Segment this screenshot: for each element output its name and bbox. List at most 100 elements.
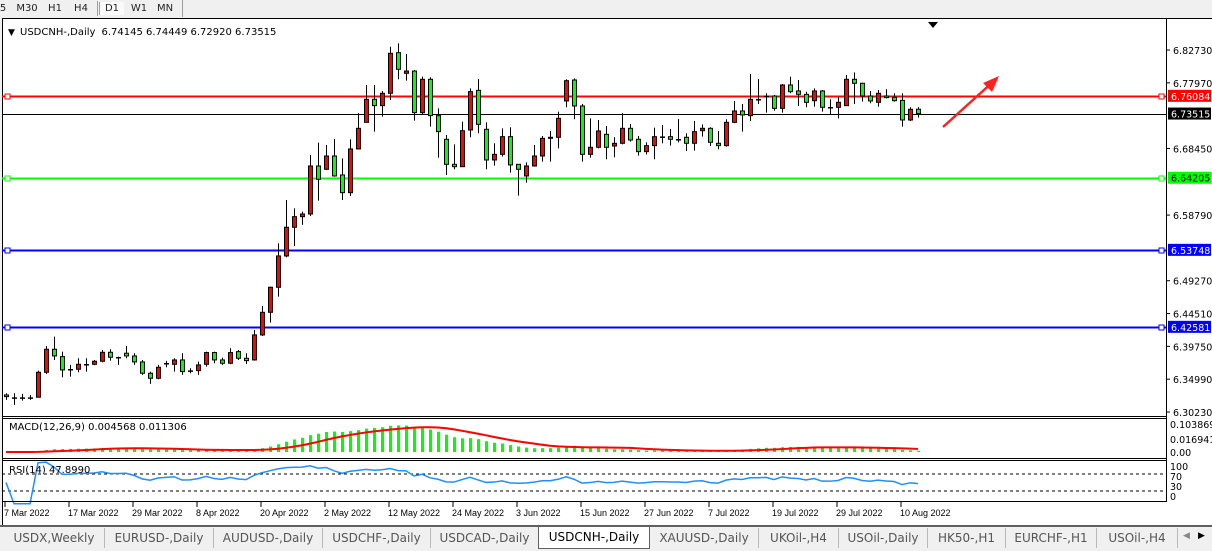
date-label: 2 May 2022	[324, 508, 371, 518]
price-level-label: 6.76084	[1171, 92, 1210, 103]
date-label: 12 May 2022	[388, 508, 440, 518]
timeframe-h1-button[interactable]: H1	[48, 3, 62, 14]
line-anchor-handle[interactable]	[1158, 93, 1165, 100]
candle-body	[564, 80, 569, 102]
candle-body	[716, 142, 721, 147]
macd-histogram-bar	[597, 448, 600, 452]
line-anchor-handle[interactable]	[4, 247, 11, 254]
candle	[828, 99, 833, 115]
candle-body	[492, 153, 497, 161]
tab-usdchf-daily[interactable]: USDCHF-,Daily	[323, 528, 431, 548]
collapse-triangle-icon[interactable]: ▼	[8, 28, 15, 38]
candle-body	[244, 357, 249, 362]
chart-window[interactable]: ▼ USDCNH-,Daily 6.74145 6.74449 6.72920 …	[0, 0, 1212, 526]
rsi-level-100: 100	[1170, 462, 1188, 473]
line-anchor-handle[interactable]	[1158, 175, 1165, 182]
date-label: 7 Mar 2022	[4, 508, 50, 518]
candle-body	[388, 52, 393, 94]
tabs-scroll-right-icon[interactable]: ▶	[1198, 531, 1205, 541]
timeframe-m5-button[interactable]: 5	[0, 3, 7, 14]
macd-histogram-bar	[829, 447, 832, 452]
tab-eurusd-daily[interactable]: EURUSD-,Daily	[105, 528, 214, 548]
macd-histogram-bar	[133, 448, 136, 452]
candle	[492, 143, 497, 166]
macd-histogram-bar	[677, 450, 680, 452]
line-anchor-handle[interactable]	[4, 324, 11, 331]
candle	[268, 286, 273, 323]
candle-body	[868, 95, 873, 102]
candle	[308, 155, 313, 216]
price-tick-label: 6.30230	[1173, 408, 1212, 419]
candle-body	[284, 226, 289, 257]
macd-histogram-bar	[605, 448, 608, 452]
candle-body	[916, 108, 921, 115]
candle	[52, 336, 57, 360]
candle-body	[732, 110, 737, 123]
candle	[572, 78, 577, 120]
macd-histogram-bar	[149, 449, 152, 452]
macd-histogram-bar	[173, 449, 176, 452]
line-anchor-handle[interactable]	[1158, 324, 1165, 331]
candle	[484, 122, 489, 170]
candle	[180, 353, 185, 375]
tab-eurchf-h1[interactable]: EURCHF-,H1	[1006, 528, 1097, 548]
macd-histogram-bar	[125, 447, 128, 452]
tab-audusd-daily[interactable]: AUDUSD-,Daily	[214, 528, 323, 548]
candle	[564, 79, 569, 108]
candle	[556, 111, 561, 149]
candle-body	[804, 93, 809, 103]
candle-body	[460, 130, 465, 168]
chart-shift-marker-icon[interactable]	[928, 22, 938, 28]
timeframe-w1-button[interactable]: W1	[130, 3, 148, 14]
candle	[388, 46, 393, 100]
macd-histogram-bar	[613, 449, 616, 452]
macd-histogram-bar	[333, 431, 336, 452]
candle-body	[484, 128, 489, 161]
candle	[732, 100, 737, 124]
candle	[908, 107, 913, 121]
timeframe-d1-button[interactable]: D1	[99, 2, 124, 15]
tab-hk50-h1[interactable]: HK50-,H1	[928, 528, 1006, 548]
candle-body	[604, 133, 609, 148]
candle-body	[812, 90, 817, 102]
date-label: 15 Jun 2022	[580, 508, 630, 518]
line-anchor-handle[interactable]	[1158, 247, 1165, 254]
trend-arrow-icon[interactable]	[942, 76, 999, 128]
tab-usdcnh-daily[interactable]: USDCNH-,Daily	[538, 527, 650, 549]
tab-usdx-weekly[interactable]: USDX,Weekly	[4, 528, 105, 548]
tab-ukoil-h4[interactable]: UKOil-,H4	[759, 528, 839, 548]
tab-usoil-h4[interactable]: USOil-,H4	[1097, 528, 1178, 548]
timeframe-mn-button[interactable]: MN	[156, 3, 174, 14]
candle	[220, 357, 225, 365]
candle	[756, 78, 761, 104]
timeframe-toolbar: 5 M30 H1 H4 D1 W1 MN	[0, 0, 183, 17]
candle	[172, 358, 177, 372]
candle-body	[700, 127, 705, 132]
price-axis[interactable]: 6.82730 6.77970 6.68450 6.58790 6.49270 6.445…	[1166, 46, 1212, 419]
line-anchor-handle[interactable]	[4, 175, 11, 182]
candle	[140, 359, 145, 375]
timeframe-m30-button[interactable]: M30	[16, 3, 38, 14]
candle	[636, 135, 641, 156]
line-anchor-handle[interactable]	[4, 93, 11, 100]
candle	[852, 72, 857, 104]
macd-histogram-bar	[165, 449, 168, 452]
candle	[348, 139, 353, 196]
macd-scale-min: 0.016941	[1170, 435, 1212, 446]
candle	[340, 158, 345, 200]
tab-xauusd-daily[interactable]: XAUUSD-,Daily	[650, 528, 759, 548]
candle-body	[572, 79, 577, 107]
tab-usoil-daily[interactable]: USOil-,Daily	[839, 528, 928, 548]
price-tick-label: 6.77970	[1173, 79, 1212, 90]
time-axis[interactable]: 7 Mar 2022 17 Mar 2022 29 Mar 2022 8 Apr 20…	[4, 502, 951, 518]
macd-histogram-bar	[117, 447, 120, 452]
candle	[148, 371, 153, 384]
candle-body	[508, 136, 513, 166]
candle	[460, 121, 465, 168]
candle	[452, 144, 457, 170]
macd-histogram-bar	[405, 425, 408, 452]
tabs-scroll-left-icon[interactable]: ◀	[1183, 531, 1190, 541]
tab-usdcad-daily[interactable]: USDCAD-,Daily	[431, 528, 539, 548]
macd-histogram-bar	[565, 446, 568, 452]
timeframe-h4-button[interactable]: H4	[74, 3, 88, 14]
